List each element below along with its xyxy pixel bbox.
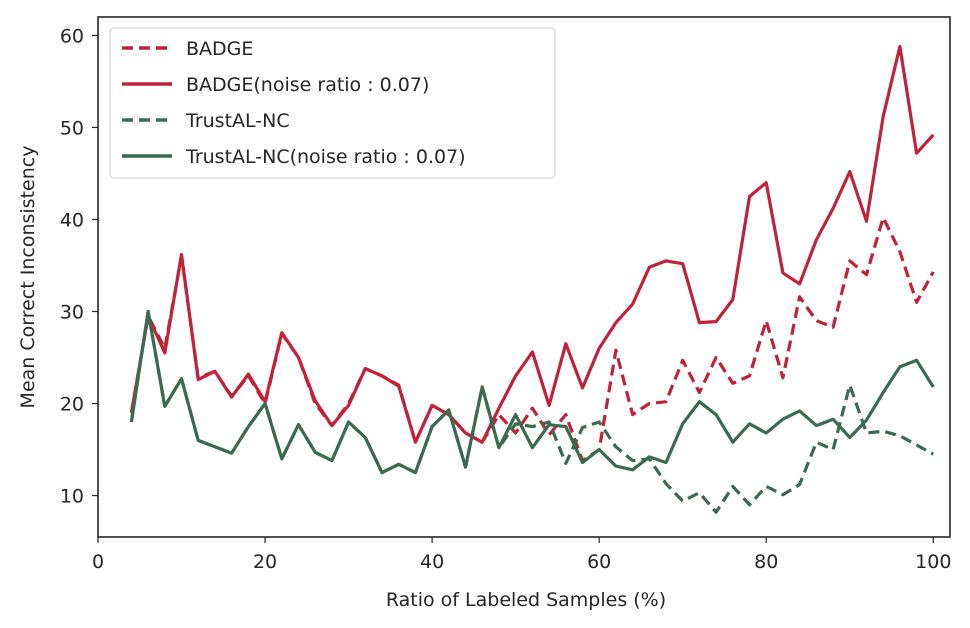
y-tick-label: 10 bbox=[60, 486, 84, 508]
x-axis-ticks: 0 20 40 60 80 100 bbox=[92, 537, 951, 573]
y-tick-label: 30 bbox=[60, 302, 84, 324]
y-tick-label: 60 bbox=[60, 25, 84, 47]
series-line-1 bbox=[129, 44, 935, 444]
legend-label-3: TrustAL-NC(noise ratio : 0.07) bbox=[185, 146, 466, 168]
y-tick-label: 50 bbox=[60, 117, 84, 139]
x-tick-label: 80 bbox=[754, 551, 778, 573]
y-axis-label: Mean Correct Inconsistency bbox=[17, 146, 39, 409]
y-tick-label: 40 bbox=[60, 209, 84, 231]
legend-label-2: TrustAL-NC bbox=[185, 110, 290, 132]
x-tick-label: 20 bbox=[253, 551, 277, 573]
x-axis-label: Ratio of Labeled Samples (%) bbox=[386, 589, 666, 611]
legend: BADGE BADGE(noise ratio : 0.07) TrustAL-NC… bbox=[109, 27, 556, 179]
legend-box bbox=[109, 27, 556, 179]
x-tick-label: 40 bbox=[420, 551, 444, 573]
x-tick-label: 60 bbox=[587, 551, 611, 573]
series-line-0 bbox=[129, 216, 935, 463]
series-layer bbox=[129, 44, 935, 514]
y-axis-ticks: 10 20 30 40 50 60 bbox=[60, 25, 98, 508]
x-tick-label: 0 bbox=[92, 551, 104, 573]
series-line-3 bbox=[129, 309, 935, 475]
y-tick-label: 20 bbox=[60, 394, 84, 416]
plot-frame bbox=[97, 16, 951, 538]
legend-label-1: BADGE(noise ratio : 0.07) bbox=[186, 74, 429, 96]
legend-label-0: BADGE bbox=[186, 38, 253, 60]
x-tick-label: 100 bbox=[915, 551, 951, 573]
legend-items: BADGE BADGE(noise ratio : 0.07) TrustAL-NC… bbox=[122, 38, 466, 168]
